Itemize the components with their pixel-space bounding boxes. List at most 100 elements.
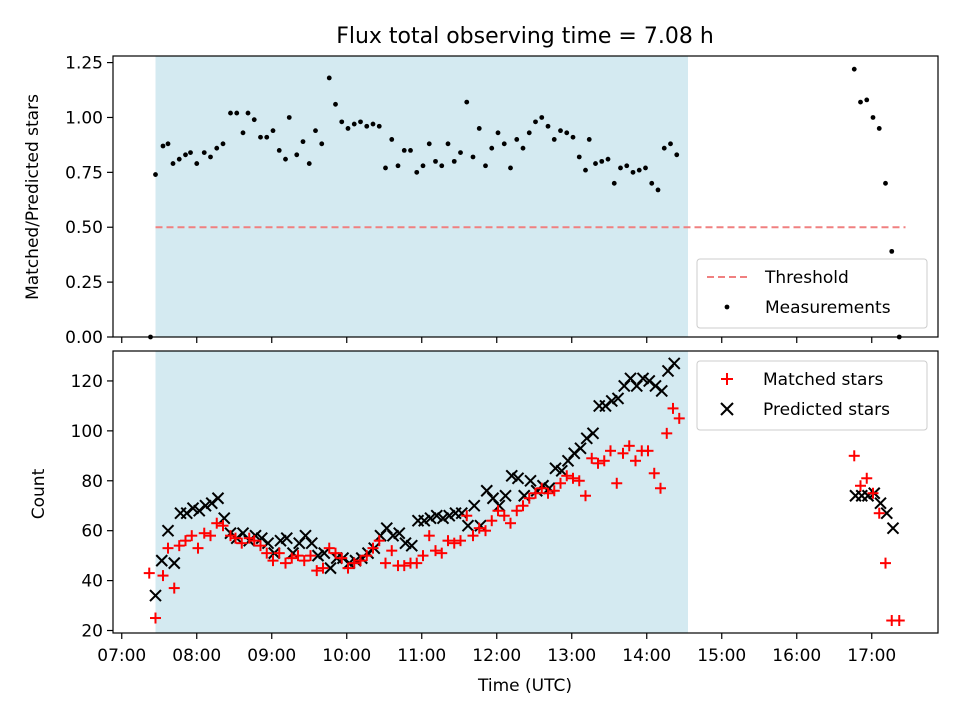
matched-star-point: [330, 547, 341, 559]
matched-star-point: [386, 545, 398, 557]
top-markers: [148, 66, 902, 340]
measurement-point: [319, 141, 325, 147]
measurement-point: [313, 128, 318, 134]
matched-star-point: [150, 612, 161, 624]
matched-star-point: [211, 517, 223, 529]
top-panel: 0.00 0.25 0.50 0.75 1.00 1.25 Matched/Predict…: [23, 54, 939, 348]
bottom-y-tick-label: 60: [81, 522, 103, 542]
matched-star-point: [267, 555, 279, 567]
measurement-point: [586, 137, 592, 142]
matched-star-point: [198, 527, 210, 539]
measurement-point: [300, 139, 306, 145]
matched-star-point: [642, 445, 654, 457]
predicted-star-point: [405, 539, 418, 552]
measurement-point: [889, 248, 895, 254]
bottom-y-tick-label: 100: [71, 422, 103, 442]
predicted-star-point: [855, 489, 868, 502]
measurement-point: [851, 66, 857, 72]
top-y-tick-label: 1.25: [65, 54, 103, 74]
matched-star-point: [661, 427, 673, 439]
predicted-legend-swatch: [720, 402, 734, 416]
matched-star-point: [143, 567, 155, 579]
matched-star-point: [230, 532, 241, 544]
measurement-point: [495, 130, 501, 136]
matched-star-point: [298, 555, 310, 567]
measurement-point: [618, 165, 623, 171]
matched-star-point: [586, 452, 598, 464]
matched-star-point: [317, 562, 329, 574]
measurement-point: [470, 154, 476, 160]
predicted-star-point: [318, 546, 331, 560]
matched-star-point: [217, 520, 229, 532]
measurement-point: [160, 143, 166, 149]
matched-star-point: [492, 505, 504, 517]
measurement-point: [294, 152, 300, 158]
measurements-legend-label: Measurements: [765, 298, 891, 318]
measurement-point: [165, 141, 171, 147]
measurement-point: [370, 121, 376, 127]
measurement-point: [176, 156, 182, 162]
matched-star-point: [511, 505, 523, 517]
predicted-star-point: [155, 554, 168, 567]
x-tick-label: 17:00: [847, 646, 896, 666]
top-legend-box: [696, 258, 928, 329]
predicted-star-point: [280, 531, 293, 545]
matched-star-point: [336, 552, 348, 564]
measurement-point: [655, 187, 661, 193]
measurement-point: [520, 145, 526, 151]
matched-star-point: [673, 412, 685, 424]
predicted-star-point: [880, 507, 893, 520]
measurement-point: [489, 145, 495, 151]
matched-star-point: [880, 557, 891, 569]
measurement-point: [201, 150, 207, 155]
measurement-point: [395, 163, 401, 169]
matched-star-point: [430, 545, 441, 557]
bottom-y-tick-label: 120: [71, 372, 103, 392]
top-observing-window: [155, 56, 688, 337]
matched-star-point: [448, 537, 460, 549]
measurement-point: [501, 141, 507, 147]
matched-star-point: [442, 535, 454, 547]
measurement-point: [564, 130, 570, 136]
measurement-point: [358, 119, 363, 125]
matched-star-point: [292, 550, 304, 562]
matched-star-point: [436, 547, 448, 559]
predicted-star-point: [468, 499, 481, 512]
predicted-star-point: [149, 589, 162, 602]
predicted-legend-label: Predicted stars: [763, 400, 890, 420]
matched-star-point: [243, 532, 255, 544]
measurement-point: [870, 115, 876, 120]
measurement-point: [170, 161, 176, 166]
measurement-point: [251, 117, 257, 123]
measurement-point: [883, 180, 888, 186]
matched-star-point: [173, 540, 185, 552]
measurement-point: [508, 165, 513, 171]
measurement-point: [433, 158, 438, 164]
measurement-point: [401, 147, 407, 153]
bottom-x-ticks: 07:00 08:00 09:00 10:00 11:00 12:00 13:00 14:00…: [97, 633, 896, 666]
measurement-point: [576, 154, 582, 160]
bottom-shaded-region: [155, 351, 688, 633]
measurement-point: [283, 156, 288, 162]
measurement-point: [153, 172, 158, 177]
predicted-star-point: [849, 489, 862, 502]
predicted-star-point: [261, 536, 275, 550]
measurement-point: [258, 134, 263, 140]
matched-star-point: [523, 492, 535, 504]
predicted-star-point: [874, 497, 887, 510]
matched-star-point: [617, 447, 629, 459]
matched-star-point: [648, 467, 660, 479]
matched-star-point: [480, 525, 491, 537]
matched-star-point: [542, 487, 554, 499]
x-tick-label: 11:00: [397, 646, 446, 666]
bottom-observing-window: [155, 351, 688, 633]
predicted-star-point: [493, 499, 506, 512]
measurement-point: [420, 163, 426, 169]
matched-star-point: [530, 487, 541, 499]
matched-star-point: [517, 500, 529, 512]
matched-star-point: [162, 542, 174, 554]
predicted-star-point: [511, 472, 525, 485]
bottom-markers: [143, 357, 905, 627]
predicted-star-point: [886, 521, 900, 535]
